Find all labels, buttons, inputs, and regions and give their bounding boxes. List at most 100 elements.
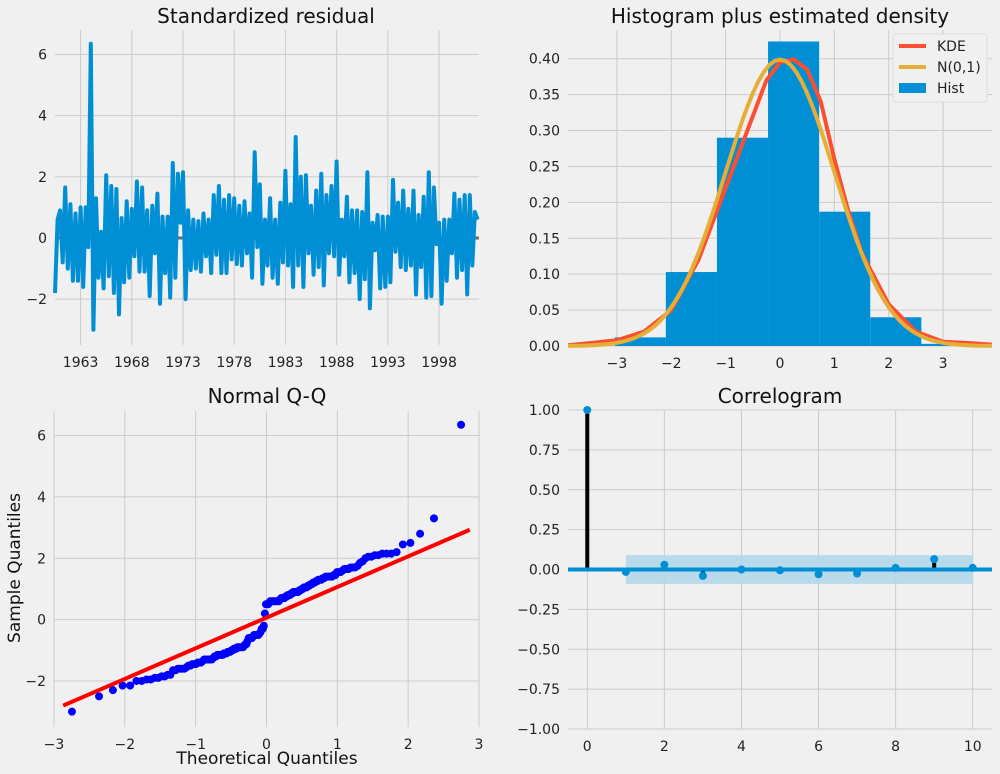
x-tick-label: 1 xyxy=(830,356,839,372)
qq-point xyxy=(392,548,401,557)
x-axis-label: Theoretical Quantiles xyxy=(175,749,357,769)
y-tick-label: 0 xyxy=(38,231,47,247)
histogram-bar xyxy=(665,272,717,346)
legend: KDE N(0,1) Hist xyxy=(892,33,988,103)
y-tick-label: 6 xyxy=(37,429,46,445)
x-tick-label: −3 xyxy=(607,356,628,372)
y-tick-label: 0.20 xyxy=(529,195,560,211)
correlogram-panel: Correlogram 0 2 4 6 8 10 −1.00 −0.75 −0.50 −0.25 0… xyxy=(517,384,992,755)
y-tick-label: −0.50 xyxy=(517,642,560,658)
acf-marker xyxy=(776,566,784,575)
x-tick-label: 1963 xyxy=(63,355,99,371)
y-tick-label: 0.50 xyxy=(529,483,560,499)
y-tick-label: 0.10 xyxy=(529,267,560,283)
qq-point xyxy=(95,692,104,701)
qq-point xyxy=(259,621,268,630)
y-tick-label: 0.05 xyxy=(529,303,560,319)
kde-line xyxy=(567,57,993,348)
legend-label: N(0,1) xyxy=(937,60,981,76)
acf-marker xyxy=(621,567,630,576)
x-tick-label: −1 xyxy=(715,356,736,372)
y-tick-label: −1.00 xyxy=(517,722,560,738)
acf-marker xyxy=(737,565,746,574)
x-tick-label: 1968 xyxy=(114,355,150,371)
x-tick-label: 0 xyxy=(262,737,271,753)
x-tick-label: 3 xyxy=(475,737,484,753)
x-tick-label: 2 xyxy=(884,356,893,372)
y-tick-label: 2 xyxy=(38,170,47,186)
panel-title: Histogram plus estimated density xyxy=(611,4,949,28)
histogram-panel: Histogram plus estimated density −3 −2 −1 0… xyxy=(529,4,993,372)
histogram-bar xyxy=(614,337,666,346)
x-tick-label: −3 xyxy=(44,737,65,753)
qq-points xyxy=(67,420,466,716)
panel-title: Correlogram xyxy=(718,384,843,408)
y-tick-label: −2 xyxy=(26,292,47,308)
x-tick-label: 1978 xyxy=(216,355,252,371)
y-tick-label: 0.75 xyxy=(529,443,560,459)
normal-qq-panel: Normal Q-Q Theoretical Quantiles Sample … xyxy=(5,384,483,769)
qq-point xyxy=(126,681,135,690)
x-tick-label: 6 xyxy=(814,739,823,755)
y-tick-label: 1.00 xyxy=(529,403,560,419)
x-tick-label: 2 xyxy=(404,737,413,753)
acf-marker xyxy=(891,563,900,572)
y-tick-label: −0.25 xyxy=(517,602,560,618)
x-tick-label: 1998 xyxy=(421,355,457,371)
y-tick-label: 0.30 xyxy=(529,124,560,140)
qq-reference-line xyxy=(62,527,471,708)
acf-marker xyxy=(968,563,977,572)
acf-marker xyxy=(853,569,862,578)
qq-point xyxy=(398,540,407,549)
y-tick-label: 0.25 xyxy=(529,159,560,175)
x-tick-label: 0 xyxy=(583,739,592,755)
y-tick-label: 0.15 xyxy=(529,231,560,247)
qq-point xyxy=(67,707,76,716)
qq-point xyxy=(429,514,438,523)
x-tick-label: 10 xyxy=(964,739,982,755)
x-tick-label: 8 xyxy=(891,739,900,755)
x-tick-label: 2 xyxy=(660,739,669,755)
x-tick-label: 3 xyxy=(939,356,948,372)
x-tick-label: 1988 xyxy=(319,355,355,371)
qq-point xyxy=(406,538,415,547)
x-tick-label: 0 xyxy=(776,356,785,372)
x-tick-label: 1993 xyxy=(370,355,406,371)
acf-marker xyxy=(930,555,939,564)
y-tick-label: −2 xyxy=(25,674,46,690)
legend-label: Hist xyxy=(937,81,965,97)
y-tick-label: 0.35 xyxy=(529,88,560,104)
panel-title: Standardized residual xyxy=(157,4,375,28)
y-tick-label: 4 xyxy=(38,109,47,125)
y-tick-label: 0.25 xyxy=(529,523,560,539)
qq-point xyxy=(108,686,117,695)
x-tick-label: 1 xyxy=(333,737,342,753)
acf-marker xyxy=(660,560,669,569)
x-tick-label: 1973 xyxy=(165,355,201,371)
qq-point xyxy=(457,420,466,429)
x-tick-label: −2 xyxy=(115,737,136,753)
qq-point xyxy=(118,681,127,690)
y-tick-label: 0 xyxy=(37,613,46,629)
qq-point xyxy=(416,529,425,538)
y-tick-label: 2 xyxy=(37,551,46,567)
x-tick-label: −2 xyxy=(661,356,682,372)
gridlines xyxy=(53,411,480,727)
y-tick-label: 0.40 xyxy=(529,52,560,68)
y-tick-label: 0.00 xyxy=(529,563,560,579)
y-tick-label: −0.75 xyxy=(517,682,560,698)
y-axis-label: Sample Quantiles xyxy=(5,493,25,643)
histogram-bar xyxy=(819,211,871,346)
y-tick-label: 0.00 xyxy=(529,339,560,355)
legend-label: KDE xyxy=(937,39,966,55)
acf-marker xyxy=(814,570,823,579)
y-tick-label: 4 xyxy=(37,490,46,506)
x-tick-label: 1983 xyxy=(268,355,304,371)
acf-marker xyxy=(583,406,592,414)
acf-marker xyxy=(698,571,707,580)
panel-title: Normal Q-Q xyxy=(208,384,327,408)
x-tick-label: −1 xyxy=(185,737,206,753)
residual-series-line xyxy=(53,41,480,332)
normal-density-line xyxy=(567,57,993,348)
